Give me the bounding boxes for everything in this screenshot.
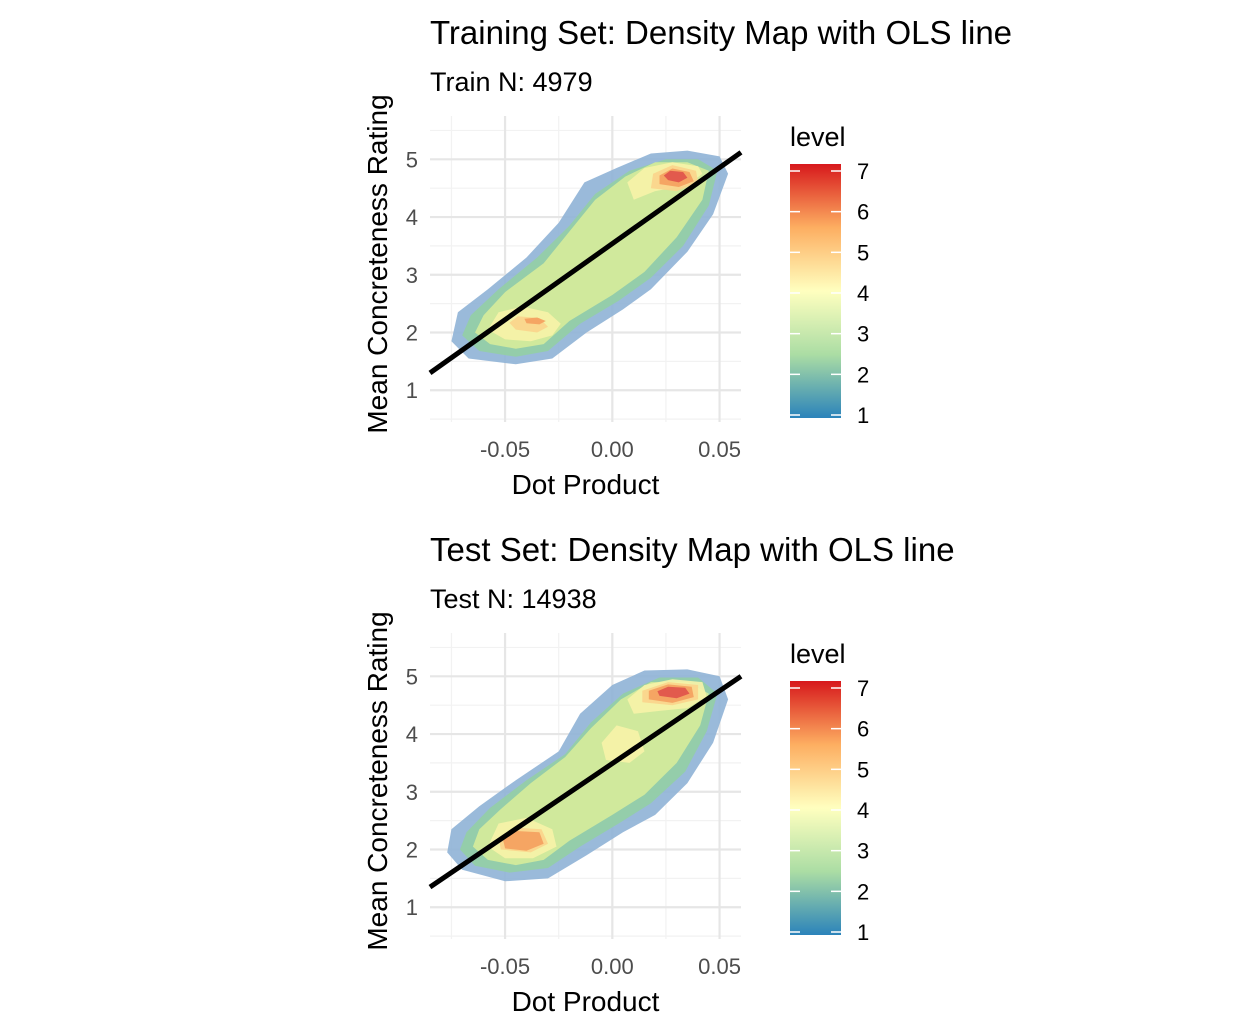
x-tick-label: -0.05 [480,437,530,462]
x-tick-label: 0.00 [591,437,634,462]
legend-label: 5 [857,240,869,265]
density-level-6 [502,831,544,851]
density-level-6 [524,317,546,325]
legend-label: 1 [857,403,869,428]
density-level-4 [601,725,645,763]
legend-title: level [790,639,846,669]
y-tick-label: 3 [406,263,418,288]
y-axis-title: Mean Concreteness Rating [362,94,393,433]
legend: level 1 2 3 4 5 6 7 [790,639,869,945]
chart-panel-2: Test Set: Density Map with OLS line Test … [362,531,955,1017]
legend-label: 3 [857,839,869,864]
x-tick-label: 0.05 [698,437,741,462]
ols-line [428,674,743,890]
y-tick-label: 4 [406,205,418,230]
x-axis-title: Dot Product [512,469,660,500]
y-tick-label: 1 [406,378,418,403]
legend-label: 3 [857,322,869,347]
legend-label: 4 [857,281,869,306]
x-tick-label: 0.05 [698,954,741,979]
legend-label: 5 [857,757,869,782]
legend-label: 1 [857,920,869,945]
chart-subtitle: Test N: 14938 [430,584,597,614]
y-tick-label: 1 [406,895,418,920]
legend-label: 2 [857,879,869,904]
y-tick-label: 2 [406,838,418,863]
legend-label: 6 [857,200,869,225]
legend-label: 7 [857,159,869,184]
chart-panel-1: Training Set: Density Map with OLS line T… [362,14,1012,500]
legend-label: 2 [857,362,869,387]
legend-colorbar [790,164,841,418]
x-tick-label: -0.05 [480,954,530,979]
density-level-7 [663,170,688,183]
y-tick-label: 4 [406,722,418,747]
chart-subtitle: Train N: 4979 [430,67,593,97]
chart-title: Training Set: Density Map with OLS line [430,14,1012,51]
y-axis-title: Mean Concreteness Rating [362,611,393,950]
legend-colorbar [790,681,841,935]
y-tick-label: 5 [406,147,418,172]
density-level-7 [657,686,690,699]
legend-label: 6 [857,717,869,742]
y-tick-label: 5 [406,664,418,689]
legend: level 1 2 3 4 5 6 7 [790,122,869,428]
legend-title: level [790,122,846,152]
x-tick-label: 0.00 [591,954,634,979]
chart-title: Test Set: Density Map with OLS line [430,531,955,568]
legend-label: 7 [857,676,869,701]
y-tick-label: 2 [406,321,418,346]
x-axis-title: Dot Product [512,986,660,1017]
ols-line [428,150,743,375]
legend-label: 4 [857,798,869,823]
y-tick-label: 3 [406,780,418,805]
